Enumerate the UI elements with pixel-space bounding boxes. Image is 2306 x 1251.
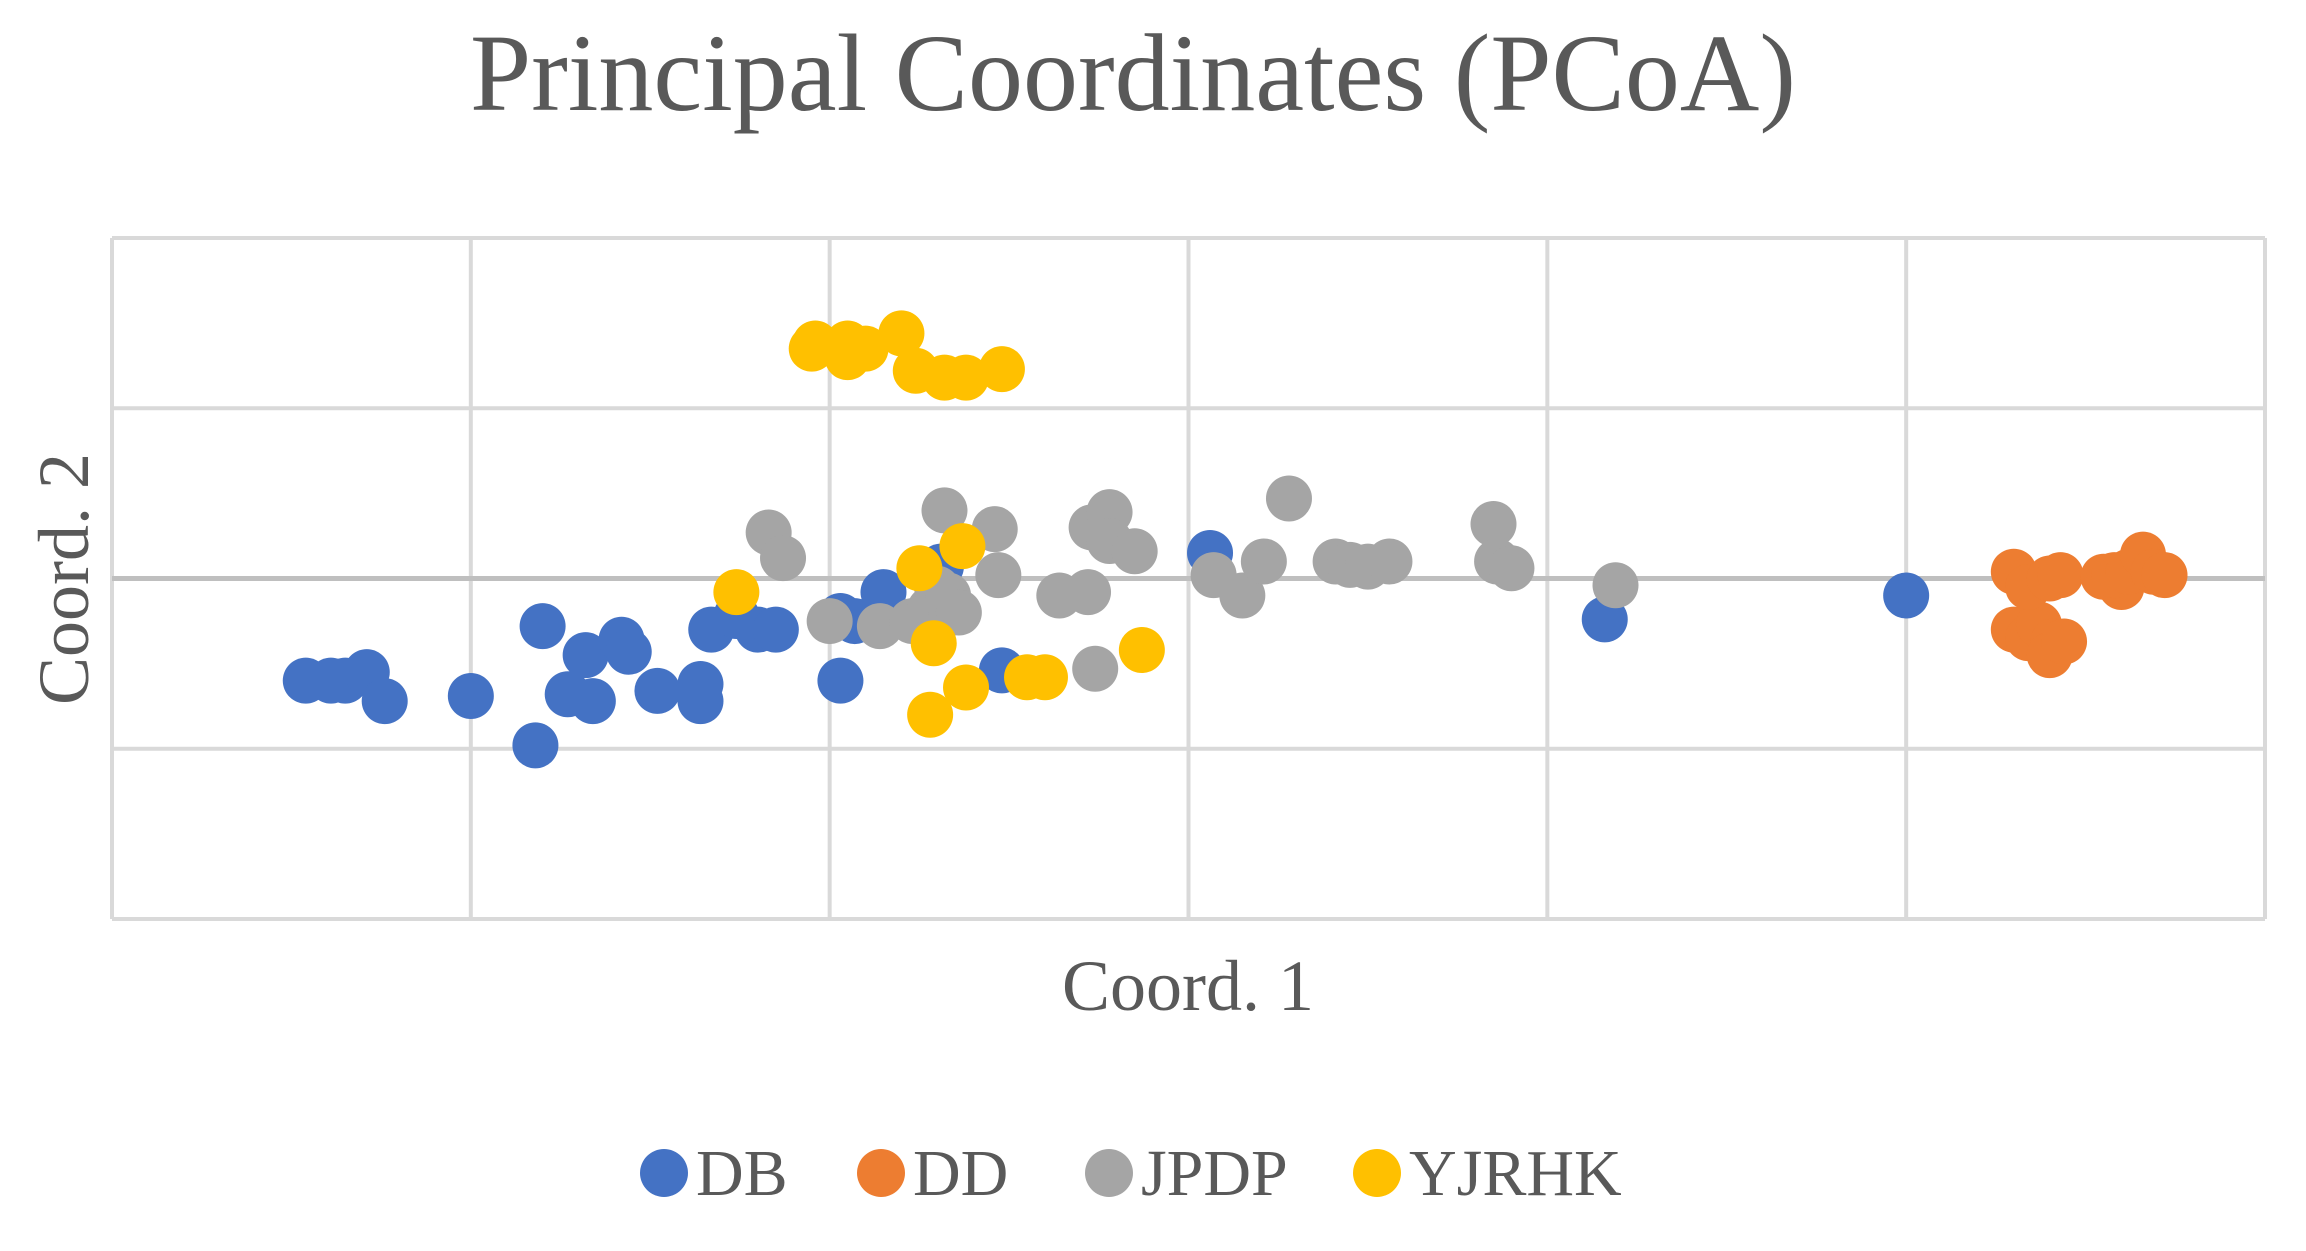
data-point-db (569, 678, 616, 725)
legend-item-dd: DD (857, 1137, 1008, 1210)
legend-marker-db (640, 1149, 688, 1197)
data-point-db (512, 722, 559, 769)
legend-label-db: DB (696, 1137, 788, 1210)
data-point-db (447, 672, 494, 719)
data-point-jpdp (1470, 501, 1517, 548)
data-point-yjrhk (878, 310, 925, 357)
x-axis-label: Coord. 1 (1062, 946, 1314, 1026)
legend-label-dd: DD (913, 1137, 1008, 1210)
data-point-db (519, 603, 566, 650)
legend: DB DD JPDP YJRHK (640, 1137, 1622, 1210)
data-point-db (361, 678, 408, 725)
y-axis-label: Coord. 2 (24, 453, 104, 705)
chart-title: Principal Coordinates (PCoA) (470, 12, 1796, 134)
data-point-dd (2041, 618, 2088, 665)
data-point-jpdp (760, 535, 807, 582)
legend-item-jpdp: JPDP (1085, 1137, 1288, 1210)
legend-marker-jpdp (1085, 1149, 1133, 1197)
series-jpdp (745, 475, 1639, 692)
data-point-db (752, 606, 799, 653)
data-point-jpdp (1488, 545, 1535, 592)
data-point-db (1883, 572, 1930, 619)
data-point-yjrhk (943, 664, 990, 711)
data-point-jpdp (1111, 528, 1158, 575)
data-point-jpdp (1240, 538, 1287, 585)
data-point-jpdp (1265, 475, 1312, 522)
data-point-db (860, 569, 907, 616)
series-yjrhk (713, 310, 1165, 738)
data-point-db (634, 667, 681, 714)
data-point-yjrhk (1118, 627, 1165, 674)
data-point-yjrhk (910, 620, 957, 667)
legend-item-db: DB (640, 1137, 788, 1210)
data-point-jpdp (806, 598, 853, 645)
data-point-jpdp (935, 589, 982, 636)
data-point-yjrhk (713, 569, 760, 616)
plot-grid (110, 236, 2267, 921)
data-point-dd (2141, 552, 2188, 599)
data-point-yjrhk (939, 523, 986, 570)
data-point-jpdp (1065, 569, 1112, 616)
legend-label-jpdp: JPDP (1141, 1137, 1288, 1210)
data-point-jpdp (1219, 572, 1266, 619)
data-point-yjrhk (1021, 654, 1068, 701)
data-point-yjrhk (943, 354, 990, 401)
legend-label-yjrhk: YJRHK (1409, 1137, 1622, 1210)
data-point-jpdp (921, 487, 968, 534)
data-point-db (817, 657, 864, 704)
data-point-jpdp (1072, 645, 1119, 692)
data-point-yjrhk (907, 691, 954, 738)
series-db (282, 529, 1930, 769)
data-point-db (562, 632, 609, 679)
plot-points (282, 310, 2188, 769)
data-point-jpdp (1366, 538, 1413, 585)
data-point-yjrhk (978, 346, 1025, 393)
data-point-yjrhk (896, 545, 943, 592)
data-point-yjrhk (842, 325, 889, 372)
data-point-db (677, 678, 724, 725)
legend-marker-dd (857, 1149, 905, 1197)
data-point-jpdp (1592, 562, 1639, 609)
data-point-jpdp (975, 552, 1022, 599)
legend-marker-yjrhk (1353, 1149, 1401, 1197)
series-dd (1990, 531, 2188, 679)
legend-item-yjrhk: YJRHK (1353, 1137, 1622, 1210)
data-point-db (605, 628, 652, 675)
data-point-dd (2037, 552, 2084, 599)
